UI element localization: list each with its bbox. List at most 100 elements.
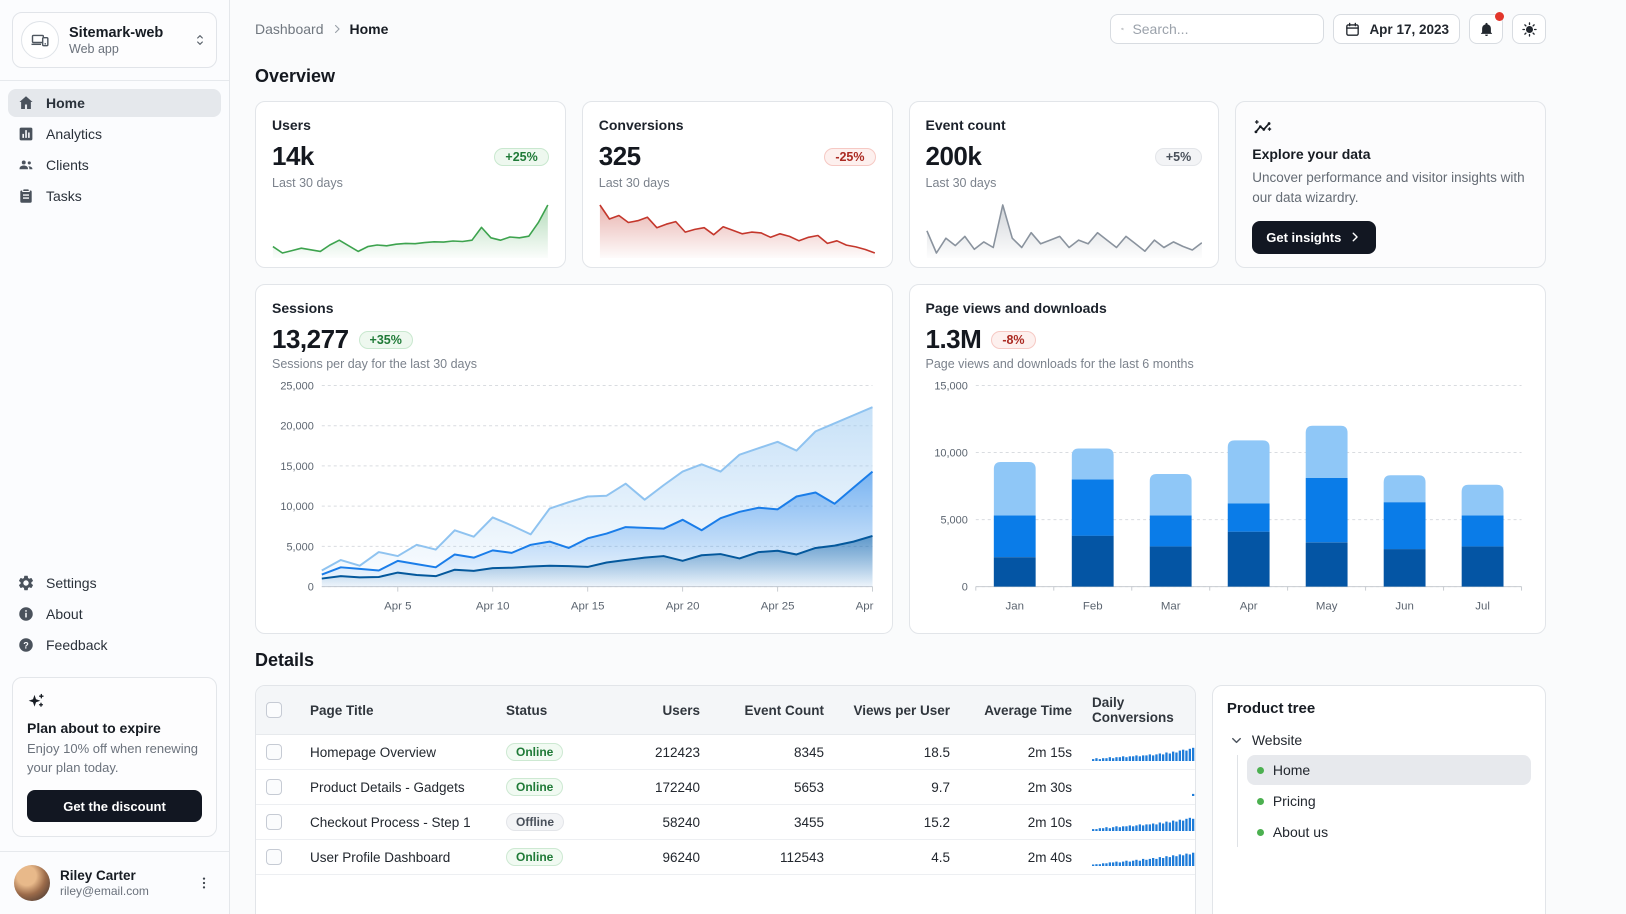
sessions-title: Sessions [272,300,334,316]
table-body: Homepage Overview Online 212423 8345 18.… [256,734,1195,875]
stat-card-title: Event count [925,117,1006,133]
tree-item-dot [1256,797,1264,805]
svg-text:Feb: Feb [1082,601,1102,613]
cell-average-time: 2m 15s [960,734,1082,770]
sidebar-item-feedback[interactable]: ? Feedback [8,631,221,659]
tasks-icon [17,187,35,205]
cell-event-count: 5653 [710,769,834,805]
breadcrumb-dashboard[interactable]: Dashboard [255,21,324,37]
sidebar-item-tasks[interactable]: Tasks [8,182,221,210]
search-icon [1121,21,1125,37]
daily-conversions-sparkline [1082,804,1195,840]
plan-card: Plan about to expire Enjoy 10% off when … [12,677,217,837]
row-checkbox[interactable] [266,814,282,831]
cell-average-time: 2m 40s [960,839,1082,875]
workspace-info: Sitemark-web Web app [69,25,182,56]
svg-text:5,000: 5,000 [286,541,313,553]
workspace-type: Web app [69,41,119,56]
stat-card-title: Users [272,117,311,133]
column-header-status[interactable]: Status [496,686,592,735]
avatar [14,865,50,901]
column-header-users[interactable]: Users [592,686,710,735]
notification-badge [1495,12,1504,21]
tree-item-about-us[interactable]: About us [1247,817,1531,847]
get-insights-button[interactable]: Get insights [1252,220,1377,254]
sidebar-item-home[interactable]: Home [8,89,221,117]
stat-card-caption: Last 30 days [272,176,343,190]
sidebar-item-clients[interactable]: Clients [8,151,221,179]
svg-text:Apr 15: Apr 15 [571,601,605,613]
svg-text:15,000: 15,000 [280,461,313,473]
status-badge: Online [506,743,564,761]
column-header-average-time[interactable]: Average Time [960,686,1082,735]
cell-event-count: 112543 [710,839,834,875]
pageviews-bar-chart: 0 5,000 10,000 15,000 Jan Feb Mar Apr May Jun Jul [926,377,1530,617]
search-input-wrapper[interactable] [1110,14,1325,44]
user-menu-button[interactable] [193,872,215,894]
svg-text:0: 0 [308,582,314,594]
unfold-icon [192,32,208,48]
sidebar-item-about[interactable]: About [8,600,221,628]
date-picker-button[interactable]: Apr 17, 2023 [1333,14,1460,44]
notifications-button[interactable] [1469,12,1504,44]
search-input[interactable] [1132,21,1314,37]
pageviews-chart-card: Page views and downloads 1.3M -8% Page v… [908,284,1546,634]
sessions-caption: Sessions per day for the last 30 days [272,357,477,371]
sidebar-item-analytics[interactable]: Analytics [8,120,221,148]
column-header-page-title[interactable]: Page Title [300,686,496,735]
sidebar-item-label: Analytics [46,126,103,142]
stat-card-value: 325 [598,141,641,171]
status-badge: Offline [506,813,564,831]
primary-nav: Home Analytics Clients Tasks [0,81,229,218]
column-header-event-count[interactable]: Event Count [710,686,834,735]
workspace-selector[interactable]: Sitemark-web Web app [12,12,217,68]
cell-users: 58240 [592,804,710,840]
cell-users: 96240 [592,839,710,875]
chart-cards-row: Sessions 13,277 +35% Sessions per day fo… [255,284,1546,634]
cell-page-title: User Profile Dashboard [300,839,496,875]
main-content: Dashboard Home Apr 17, 2023 [230,0,1626,914]
pageviews-delta-badge: -8% [991,330,1036,349]
breadcrumb: Dashboard Home [255,21,388,37]
product-tree-card: Product tree Website Home Pricing About us [1211,685,1546,914]
column-header-views-per-user[interactable]: Views per User [834,686,960,735]
stat-card-value: 14k [272,141,314,171]
table-row: Product Details - Gadgets Online 172240 … [256,769,1195,805]
row-checkbox[interactable] [266,779,282,796]
column-header-daily-conversions[interactable]: Daily Conversions [1082,686,1195,735]
sparkle-icon [27,692,47,712]
cell-views-per-user: 15.2 [834,804,960,840]
theme-toggle-button[interactable] [1512,14,1546,44]
cell-average-time: 2m 30s [960,769,1082,805]
chevron-right-icon [330,22,344,36]
user-email: riley@email.com [60,884,149,898]
row-checkbox[interactable] [266,849,282,866]
stat-card-delta-badge: -25% [824,147,876,166]
promo-title: Explore your data [1252,146,1371,162]
stat-card-sparkline [599,197,876,259]
tree-node-website[interactable]: Website [1227,727,1531,753]
cell-event-count: 3455 [710,804,834,840]
get-discount-button[interactable]: Get the discount [27,790,202,822]
workspace-name: Sitemark-web [69,24,164,41]
tree-item-home[interactable]: Home [1246,755,1531,785]
tree-item-label: Home [1272,762,1311,778]
table-row: Homepage Overview Online 212423 8345 18.… [256,734,1195,770]
select-all-checkbox[interactable] [266,702,282,719]
tree-item-pricing[interactable]: Pricing [1247,786,1531,816]
daily-conversions-sparkline [1082,769,1195,805]
date-label: Apr 17, 2023 [1369,21,1449,37]
cell-page-title: Product Details - Gadgets [300,769,496,805]
stat-cards-row: Users 14k +25% Last 30 days Conversions … [255,101,1546,268]
row-checkbox[interactable] [266,744,282,761]
tree-item-label: Pricing [1272,793,1316,809]
sidebar-item-label: Feedback [46,637,108,654]
svg-text:Apr 5: Apr 5 [384,601,411,613]
cell-views-per-user: 18.5 [834,734,960,770]
details-table: Page Title Status Users Event Count Views pe… [256,686,1195,875]
sidebar-item-settings[interactable]: Settings [8,569,221,597]
sidebar-item-label: Settings [46,575,97,592]
table-row: Checkout Process - Step 1 Offline 58240 … [256,804,1195,840]
svg-text:15,000: 15,000 [934,380,967,392]
